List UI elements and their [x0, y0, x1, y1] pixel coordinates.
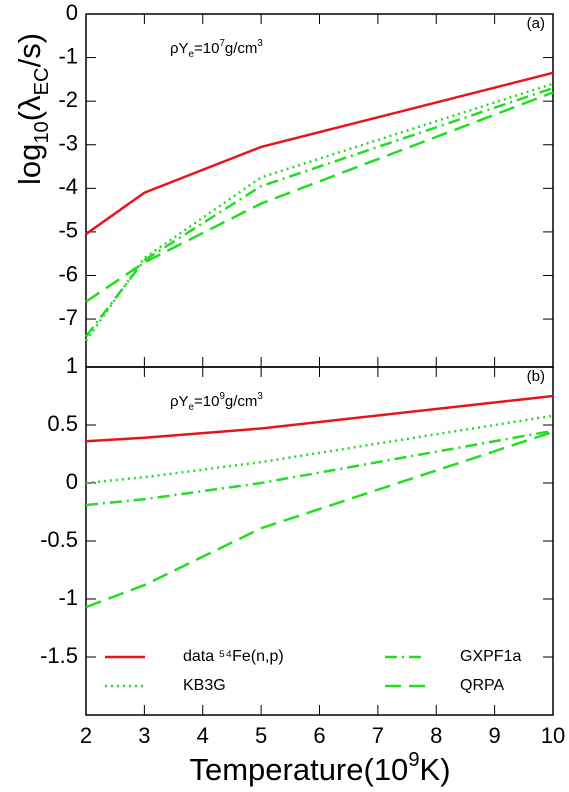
y-tick-label: -5: [58, 218, 78, 243]
label-part: 3: [257, 38, 262, 49]
label-part: ρY: [170, 393, 189, 410]
x-tick-label: 6: [313, 723, 325, 748]
label-part: e: [189, 49, 194, 60]
label-part: g/cm: [225, 393, 258, 410]
y-axis-title: log10(λEC/s): [12, 33, 53, 185]
label-part: (λ: [12, 95, 47, 121]
series-line: [85, 71, 554, 236]
label-part: =10: [194, 393, 219, 410]
x-tick-label: 3: [138, 723, 150, 748]
y-tick-label: 0.5: [47, 411, 78, 436]
x-tick-label: 5: [255, 723, 267, 748]
label-part: g/cm: [225, 40, 258, 57]
y-tick-label: -7: [58, 305, 78, 330]
series-line: [85, 86, 554, 338]
series-line: [85, 430, 554, 609]
x-tick-label: 2: [80, 723, 92, 748]
annotation: ρYe=109g/cm3: [170, 391, 263, 413]
y-tick-label: 0: [66, 0, 78, 25]
y-tick-label: -1: [58, 43, 78, 68]
y-tick-label: -6: [58, 261, 78, 286]
legend-label: data ⁵⁴Fe(n,p): [183, 648, 284, 665]
y-tick-label: -2: [58, 87, 78, 112]
label-part: Temperature(10: [189, 752, 408, 787]
x-axis-title: Temperature(109K): [189, 749, 450, 787]
y-tick-label: -3: [58, 131, 78, 156]
series-line: [85, 429, 554, 507]
label-part: EC: [31, 67, 53, 95]
label-part: 9: [408, 749, 419, 771]
plot-frame: [85, 13, 554, 368]
label-part: ρY: [170, 40, 189, 57]
series-line: [84, 82, 554, 342]
panel-label: (a): [527, 15, 545, 32]
legend-label: QRPA: [460, 677, 504, 694]
legend-label: GXPF1a: [460, 648, 521, 665]
label-part: K): [420, 752, 451, 787]
label-part: /s): [12, 33, 47, 67]
x-tick-label: 10: [541, 723, 565, 748]
series-line: [85, 394, 554, 443]
label-part: 10: [31, 121, 53, 143]
y-tick-label: -1.5: [40, 643, 78, 668]
label-part: 9: [219, 391, 224, 402]
x-tick-label: 9: [489, 723, 501, 748]
panel-label: (b): [527, 368, 545, 385]
x-tick-label: 4: [197, 723, 209, 748]
y-tick-label: -4: [58, 174, 78, 199]
y-tick-label: 1: [66, 353, 78, 378]
label-part: log: [12, 144, 47, 185]
x-tick-label: 8: [430, 723, 442, 748]
annotation: ρYe=107g/cm3: [170, 38, 263, 60]
x-tick-label: 7: [372, 723, 384, 748]
series-line: [85, 91, 554, 303]
label-part: 7: [219, 38, 224, 49]
y-tick-label: -0.5: [40, 527, 78, 552]
series-line: [85, 414, 554, 485]
y-tick-label: -1: [58, 585, 78, 610]
y-tick-label: 0: [66, 469, 78, 494]
legend-label: KB3G: [183, 677, 226, 694]
label-part: 3: [257, 391, 262, 402]
label-part: =10: [194, 40, 219, 57]
label-part: e: [189, 402, 194, 413]
